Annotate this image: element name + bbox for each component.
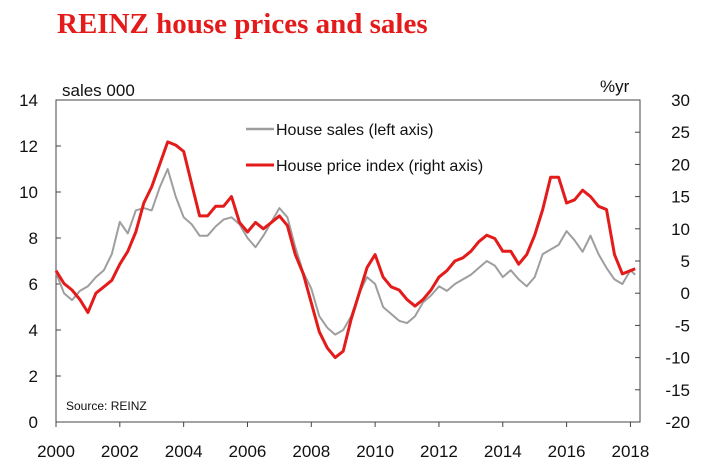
- right-tick-label: 10: [671, 220, 690, 239]
- right-tick-label: 15: [671, 188, 690, 207]
- left-axis-unit-label: sales 000: [62, 81, 135, 100]
- x-tick-label: 2006: [229, 442, 267, 461]
- left-tick-label: 6: [29, 275, 38, 294]
- x-tick-label: 2016: [548, 442, 586, 461]
- right-tick-label: -10: [665, 349, 690, 368]
- legend-label-house-price-index: House price index (right axis): [276, 158, 483, 175]
- left-tick-label: 2: [29, 367, 38, 386]
- left-tick-label: 12: [19, 137, 38, 156]
- x-tick-label: 2018: [612, 442, 650, 461]
- chart-title: REINZ house prices and sales: [57, 8, 428, 40]
- x-tick-label: 2002: [101, 442, 139, 461]
- right-axis-unit-label: %yr: [600, 77, 630, 96]
- right-tick-label: -20: [665, 413, 690, 432]
- right-tick-label: 20: [671, 155, 690, 174]
- right-tick-label: 25: [671, 123, 690, 142]
- series-line-house-sales: [55, 168, 636, 336]
- left-tick-label: 14: [19, 91, 38, 110]
- x-tick-label: 2010: [356, 442, 394, 461]
- left-tick-label: 0: [29, 413, 38, 432]
- right-tick-label: 30: [671, 91, 690, 110]
- x-tick-label: 2008: [292, 442, 330, 461]
- right-tick-label: -15: [665, 381, 690, 400]
- right-tick-label: 0: [681, 284, 690, 303]
- legend-label-house-sales: House sales (left axis): [276, 122, 433, 139]
- left-tick-label: 10: [19, 183, 38, 202]
- right-tick-label: 5: [681, 252, 690, 271]
- legend: House sales (left axis) House price inde…: [246, 122, 483, 175]
- left-tick-label: 8: [29, 229, 38, 248]
- source-note: Source: REINZ: [66, 399, 147, 413]
- right-tick-label: -5: [675, 316, 690, 335]
- plot-frame: [55, 99, 641, 423]
- left-tick-label: 4: [29, 321, 38, 340]
- x-tick-label: 2000: [37, 442, 75, 461]
- x-tick-label: 2004: [165, 442, 203, 461]
- series-line-house-price-index: [54, 140, 636, 360]
- x-tick-label: 2014: [484, 442, 522, 461]
- x-tick-label: 2012: [420, 442, 458, 461]
